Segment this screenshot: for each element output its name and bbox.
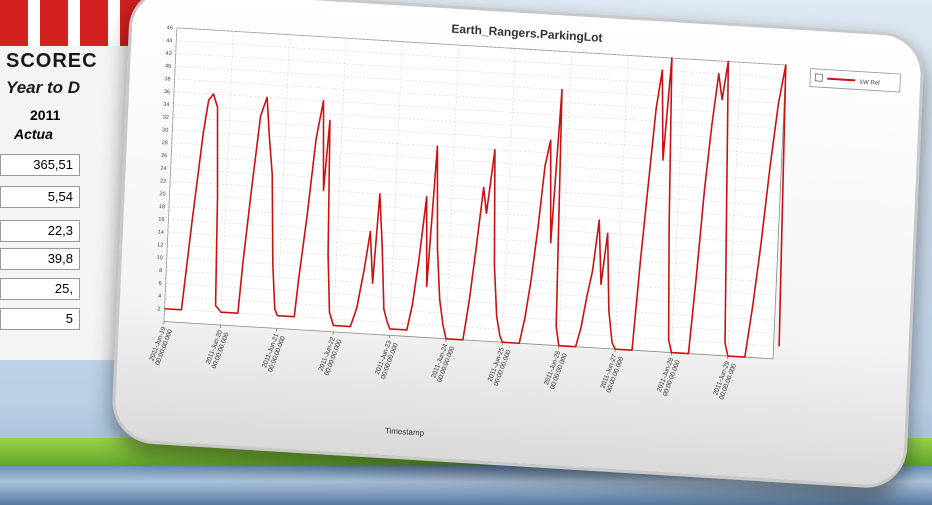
y-tick-label: 30 [162,127,168,133]
y-tick-label: 20 [159,191,165,197]
y-gridline [171,155,781,194]
series-line-kw-ref [164,57,787,358]
x-gridline [276,34,290,329]
y-tick-label: 38 [164,76,170,82]
scorecard-row: 5,54 [0,186,80,208]
y-tick-label: 14 [158,230,164,236]
chart-series [164,57,787,358]
y-tick-label: 34 [163,102,169,108]
legend-swatch [827,77,856,82]
y-gridline [166,257,776,296]
x-gridline [445,45,460,339]
y-gridline [172,129,782,168]
y-tick-label: 6 [158,281,161,287]
scorecard-row: 39,8 [0,248,80,270]
x-gridline [163,27,178,322]
scorecard-row: 25, [0,278,80,300]
x-tick-label: 2011-Jun-2800:00:00.000 [655,356,682,397]
chart-title: Earth_Rangers.ParkingLot [451,22,603,45]
y-tick-label: 28 [162,140,168,146]
x-axis-label: Timestamp [385,426,425,437]
x-gridline [727,62,741,357]
legend: kW Ref [809,68,901,93]
y-gridline [171,142,781,181]
y-tick-label: 16 [158,217,164,223]
x-gridline [332,38,347,332]
legend-checkbox-icon[interactable] [814,73,823,82]
x-tick-label: 2011-Jun-2700:00:00.000 [599,353,626,394]
y-gridline [175,65,785,104]
y-gridline [168,219,778,257]
scorecard-row: 5 [0,308,80,330]
y-gridline [174,91,784,130]
chart-card: Earth_Rangers.ParkingLot 2 4 6 8 10 12 14 16 18 2… [110,0,926,491]
x-gridline [389,41,403,336]
y-gridline [169,206,779,245]
y-tick-label: 8 [159,268,162,274]
x-gridline [671,58,685,353]
scorecard-title: SCOREC [6,50,98,72]
x-tick-label: 2011-Jun-2500:00:00.000 [486,346,513,387]
y-tick-label: 32 [163,115,169,121]
x-tick-label: 2011-Jun-2900:00:00.000 [712,360,739,401]
y-gridline [174,78,784,117]
scorecard-year: 2011 [30,107,61,123]
x-tick-label: 2011-Jun-1900:00:00.000 [148,325,175,366]
y-tick-label: 26 [161,153,167,159]
legend-label: kW Ref [860,80,880,87]
chart-svg: Earth_Rangers.ParkingLot 246810121416182… [148,22,901,438]
y-gridline [165,282,775,321]
x-gridline [502,48,516,343]
y-tick-label: 18 [159,204,165,210]
scorecard-row: 365,51 [0,154,80,176]
x-tick-label: 2011-Jun-2400:00:00.000 [430,343,457,384]
x-tick-label: 2011-Jun-2200:00:00.000 [317,336,344,377]
x-gridline [614,55,629,350]
x-tick-label: 2011-Jun-2000:00:00.000 [204,329,231,370]
y-tick-label: 44 [166,38,172,44]
x-gridline [220,31,234,325]
y-tick-label: 24 [160,166,166,172]
y-tick-label: 40 [165,64,171,70]
scorecard-row: 22,3 [0,220,80,242]
chart-grid [163,27,787,360]
y-tick-label: 2 [157,306,160,312]
y-tick-label: 42 [165,51,171,57]
scorecard-actual-label: Actua [14,126,53,142]
x-gridline [558,51,572,346]
y-tick-label: 4 [158,294,161,300]
y-tick-label: 36 [164,89,170,95]
x-tick-label: 2011-Jun-2600:00:00.000 [542,350,569,391]
x-tick-label: 2011-Jun-2100:00:00.000 [261,332,288,373]
scorecard-subtitle: Year to D [6,78,81,97]
y-tick-label: 10 [157,255,163,261]
y-gridline [169,193,779,232]
y-tick-label: 12 [157,242,163,248]
y-tick-label: 22 [160,178,166,184]
x-tick-label: 2011-Jun-2300:00:00.000 [373,339,400,380]
y-tick-label: 46 [167,25,173,31]
